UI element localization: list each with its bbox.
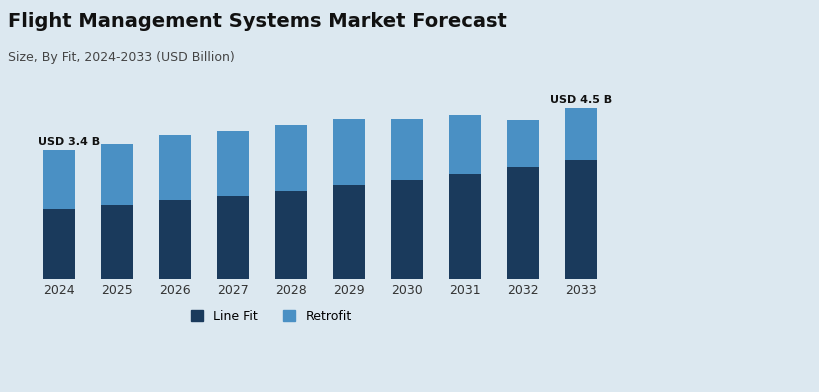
Text: USD 4.5 B: USD 4.5 B [550,95,611,105]
Bar [564,160,596,279]
Bar [274,191,306,279]
Text: Flight Management Systems Market Forecast: Flight Management Systems Market Forecas… [8,12,506,31]
Text: USD 3.4 B: USD 3.4 B [38,137,101,147]
Bar [274,125,306,191]
Bar [391,119,423,180]
Bar [448,115,480,174]
Bar [506,167,538,279]
Bar [43,150,75,209]
Bar [448,174,480,279]
Bar [159,200,191,279]
Bar [216,196,248,279]
Bar [101,205,133,279]
Bar [159,135,191,200]
Bar [333,185,364,279]
Bar [333,119,364,185]
Bar [101,144,133,205]
Bar [216,131,248,196]
Bar [506,120,538,167]
Bar [43,209,75,279]
Bar [564,108,596,160]
Legend: Line Fit, Retrofit: Line Fit, Retrofit [185,305,356,328]
Text: Size, By Fit, 2024-2033 (USD Billion): Size, By Fit, 2024-2033 (USD Billion) [8,51,235,64]
Bar [391,180,423,279]
